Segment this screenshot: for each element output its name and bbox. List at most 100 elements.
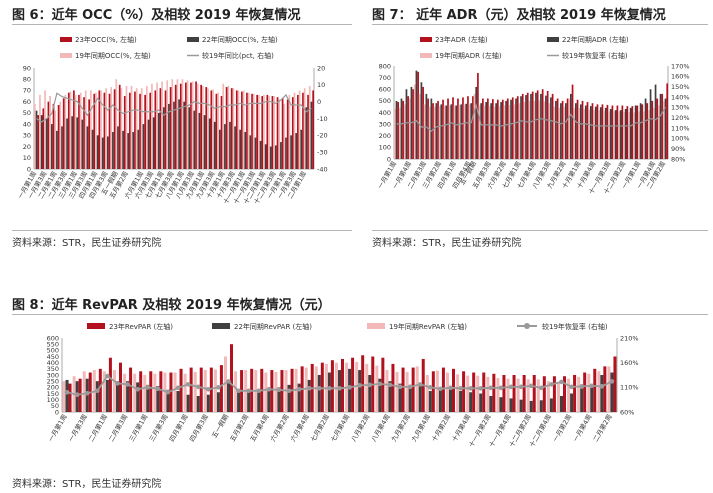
adr-bar-19 (613, 111, 615, 159)
adr-bar-23 (571, 84, 574, 159)
revpar-ratio-point (266, 387, 272, 392)
adr-bar-22 (634, 105, 637, 159)
adr-bar-19 (588, 109, 590, 159)
occ-bar-22 (193, 110, 196, 169)
adr-bar-23 (541, 89, 544, 159)
occ-bar-19 (232, 88, 235, 169)
revpar-x-tick-label: 八月第2周 (349, 413, 372, 444)
occ-bar-22 (280, 142, 282, 169)
occ-right-tick-label: -20 (317, 132, 328, 140)
revpar-bar-19 (577, 376, 581, 412)
occ-bar-19 (196, 83, 199, 169)
adr-left-tick-label: 0 (387, 155, 391, 163)
revpar-legend-label-22: 22年同期RevPAR (左轴) (234, 322, 312, 331)
adr-right-tick-label: 90% (671, 145, 685, 153)
revpar-bar-19 (153, 373, 157, 412)
revpar-right-tick-label: 110% (620, 384, 639, 392)
revpar-ratio-point (165, 389, 171, 395)
occ-bar-23 (200, 84, 202, 169)
occ-bar-23 (251, 93, 253, 169)
occ-bar-22 (264, 144, 267, 169)
adr-bar-19 (623, 111, 625, 159)
occ-bar-23 (241, 91, 243, 169)
revpar-ratio-point (438, 386, 443, 392)
revpar-ratio-point (498, 385, 504, 391)
revpar-bar-23 (341, 358, 344, 412)
adr-legend-label-ratio: 较19年恢复率 (右轴) (562, 51, 628, 60)
adr-bar-19 (423, 104, 426, 159)
revpar-bar-19 (183, 373, 187, 412)
occ-bar-19 (95, 92, 97, 169)
adr-bar-23 (501, 99, 504, 159)
adr-bar-22 (530, 93, 532, 159)
revpar-bar-23 (391, 363, 395, 412)
occ-bar-22 (81, 119, 84, 169)
revpar-bar-23 (532, 375, 536, 412)
revpar-ratio-point (428, 385, 433, 390)
revpar-bar-23 (542, 376, 546, 412)
revpar-bar-22 (449, 388, 452, 412)
revpar-right-tick-label: 210% (620, 334, 639, 342)
revpar-ratio-point (115, 381, 120, 386)
occ-bar-19 (120, 88, 123, 169)
adr-bar-19 (458, 104, 461, 159)
occ-bar-22 (122, 130, 124, 169)
adr-bar-22 (475, 86, 478, 159)
revpar-bar-19 (415, 366, 419, 412)
adr-bar-19 (608, 111, 610, 159)
occ-bar-23 (118, 84, 121, 169)
revpar-x-tick-label: 五一假期 (209, 412, 230, 439)
revpar-legend-label-19: 19年同期RevPAR (左轴) (389, 322, 467, 331)
occ-bar-19 (130, 85, 133, 169)
revpar-bar-19 (264, 372, 268, 412)
occ-bar-23 (154, 90, 157, 169)
revpar-x-tick-label: 九月第2周 (389, 413, 412, 444)
adr-bar-22 (555, 100, 557, 160)
adr-bar-23 (636, 105, 639, 159)
adr-bar-23 (581, 100, 584, 160)
occ-bar-19 (49, 96, 51, 169)
figure7-panel: 图 7： 近年 ADR（元）及相较 2019 年恢复情况 23年ADR (左轴)… (372, 4, 708, 249)
adr-bar-23 (626, 106, 629, 159)
revpar-bar-22 (529, 400, 533, 412)
adr-bar-19 (558, 107, 561, 159)
adr-bar-23 (656, 98, 659, 159)
adr-bar-23 (646, 103, 649, 159)
adr-bar-23 (586, 102, 589, 159)
revpar-bar-22 (156, 386, 160, 412)
revpar-bar-23 (270, 370, 274, 412)
revpar-bar-19 (335, 362, 338, 412)
occ-bar-22 (198, 112, 201, 169)
revpar-bar-23 (482, 372, 486, 412)
revpar-ratio-point (609, 379, 615, 384)
adr-bar-22 (599, 107, 602, 159)
revpar-bar-19 (496, 378, 500, 412)
occ-bar-23 (246, 92, 248, 169)
adr-bar-19 (518, 103, 521, 159)
occ-bar-19 (237, 90, 240, 169)
revpar-ratio-point (64, 389, 70, 395)
adr-bar-22 (629, 107, 632, 159)
revpar-bar-22 (186, 394, 190, 412)
adr-bar-23 (407, 96, 409, 159)
occ-bar-19 (79, 92, 82, 169)
revpar-bar-23 (492, 373, 496, 412)
revpar-bar-23 (119, 362, 122, 412)
occ-bar-19 (90, 90, 92, 169)
revpar-ratio-point (599, 384, 605, 389)
adr-bar-19 (638, 111, 640, 159)
occ-bar-22 (259, 140, 262, 169)
revpar-bar-19 (607, 366, 611, 412)
adr-bar-22 (420, 82, 423, 159)
adr-bar-19 (473, 93, 476, 159)
adr-bar-19 (578, 107, 580, 159)
revpar-ratio-point (559, 379, 564, 385)
adr-right-tick-label: 150% (671, 83, 690, 91)
revpar-bar-23 (139, 371, 143, 412)
adr-bar-19 (662, 100, 665, 160)
adr-bar-19 (398, 107, 401, 159)
occ-bar-23 (210, 90, 213, 169)
revpar-bar-23 (159, 371, 163, 412)
revpar-bar-19 (536, 379, 540, 412)
adr-legend-swatch-19 (420, 53, 432, 58)
